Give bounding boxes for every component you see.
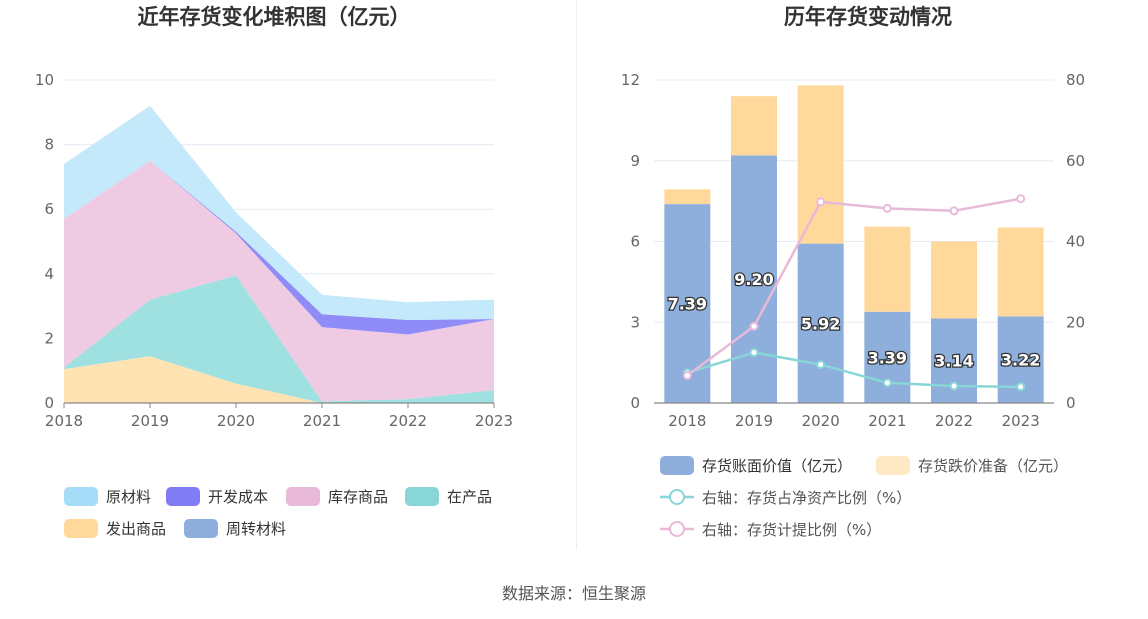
bar: [731, 96, 777, 156]
x-tick-label: 2022: [935, 412, 973, 430]
legend-label: 库存商品: [328, 488, 388, 506]
y-tick-label: 2: [44, 329, 54, 347]
x-tick-label: 2023: [1002, 412, 1040, 430]
stacked-area-chart: 近年存货变化堆积图（亿元） 0 2 4 6 8 10 2018 2019 2020 2021 2022…: [35, 5, 513, 538]
stacked-bar-line-chart: 历年存货变动情况 0 3 6 9 12 0 20 40 60 80 7.39 9.20 5.92 3.39 3…: [621, 5, 1085, 539]
bar: [864, 311, 911, 403]
legend-label: 在产品: [447, 488, 492, 506]
area-series: [64, 275, 494, 403]
legend-label: 存货跌价准备（亿元）: [918, 457, 1068, 475]
legend-swatch: [166, 487, 200, 506]
bar: [931, 241, 977, 319]
legend-marker: [669, 489, 685, 505]
line-point: [882, 378, 892, 388]
legend-label: 右轴：存货占净资产比例（%）: [702, 489, 911, 507]
area-series: [64, 105, 494, 320]
bar: [864, 226, 911, 312]
legend-swatch: [64, 519, 98, 538]
x-tick-label: 2020: [802, 412, 840, 430]
legend-label: 周转材料: [226, 520, 286, 538]
x-tick-label: 2021: [303, 412, 341, 430]
legend-swatch: [184, 519, 218, 538]
legend-label: 发出商品: [106, 520, 166, 538]
y2-tick-label: 80: [1066, 71, 1085, 89]
x-tick-label: 2018: [45, 412, 83, 430]
y2-tick-label: 0: [1066, 394, 1076, 412]
bar: [997, 227, 1044, 317]
x-tick-label: 2019: [735, 412, 773, 430]
y2-tick-label: 60: [1066, 152, 1085, 170]
area-series: [64, 356, 494, 403]
y-tick-label: 12: [621, 71, 640, 89]
line-point: [1016, 194, 1026, 204]
legend-label: 开发成本: [208, 488, 268, 506]
y-tick-label: 4: [44, 265, 54, 283]
panel-divider: [576, 0, 577, 550]
bar-value-label: 7.39: [668, 295, 707, 314]
legend-swatch: [660, 456, 694, 475]
left-chart-title: 近年存货变化堆积图（亿元）: [138, 5, 411, 29]
bar-value-label: 3.39: [868, 348, 907, 367]
x-tick-label: 2023: [475, 412, 513, 430]
bar-value-label: 5.92: [801, 314, 840, 333]
legend-marker: [669, 521, 685, 537]
line-point: [816, 197, 826, 207]
legend-swatch: [405, 487, 439, 506]
y-tick-label: 0: [44, 394, 54, 412]
line-point: [882, 203, 892, 213]
y2-tick-label: 20: [1066, 313, 1085, 331]
line-point: [749, 321, 759, 331]
line-point: [682, 371, 692, 381]
bar: [664, 189, 711, 205]
bar-value-label: 9.20: [734, 270, 773, 289]
y-tick-label: 6: [44, 200, 54, 218]
line-point: [749, 348, 759, 358]
bar-value-label: 3.22: [1001, 351, 1040, 370]
bar-value-label: 3.14: [934, 352, 973, 371]
legend-swatch: [286, 487, 320, 506]
line-point: [949, 381, 959, 391]
bar: [731, 155, 777, 403]
right-chart-title: 历年存货变动情况: [784, 5, 952, 29]
bar: [797, 243, 844, 403]
line-point: [1016, 382, 1026, 392]
y-tick-label: 8: [44, 136, 54, 154]
x-tick-label: 2021: [868, 412, 906, 430]
y-tick-label: 0: [630, 394, 640, 412]
x-tick-label: 2018: [668, 412, 706, 430]
line-point: [949, 206, 959, 216]
line-series: [686, 351, 1021, 389]
legend-label: 右轴：存货计提比例（%）: [702, 521, 881, 539]
y-tick-label: 9: [630, 152, 640, 170]
y-tick-label: 10: [35, 71, 54, 89]
area-series: [64, 160, 494, 402]
line-series: [686, 197, 1021, 377]
legend-label: 原材料: [106, 488, 151, 506]
data-source: 数据来源：恒生聚源: [501, 584, 646, 603]
y2-tick-label: 40: [1066, 233, 1085, 251]
x-tick-label: 2019: [131, 412, 169, 430]
bar: [797, 85, 844, 244]
y-tick-label: 6: [630, 233, 640, 251]
y-tick-label: 3: [630, 313, 640, 331]
line-point: [816, 360, 826, 370]
legend-swatch: [876, 456, 910, 475]
x-tick-label: 2022: [389, 412, 427, 430]
legend-swatch: [64, 487, 98, 506]
x-tick-label: 2020: [217, 412, 255, 430]
legend-label: 存货账面价值（亿元）: [702, 457, 852, 475]
